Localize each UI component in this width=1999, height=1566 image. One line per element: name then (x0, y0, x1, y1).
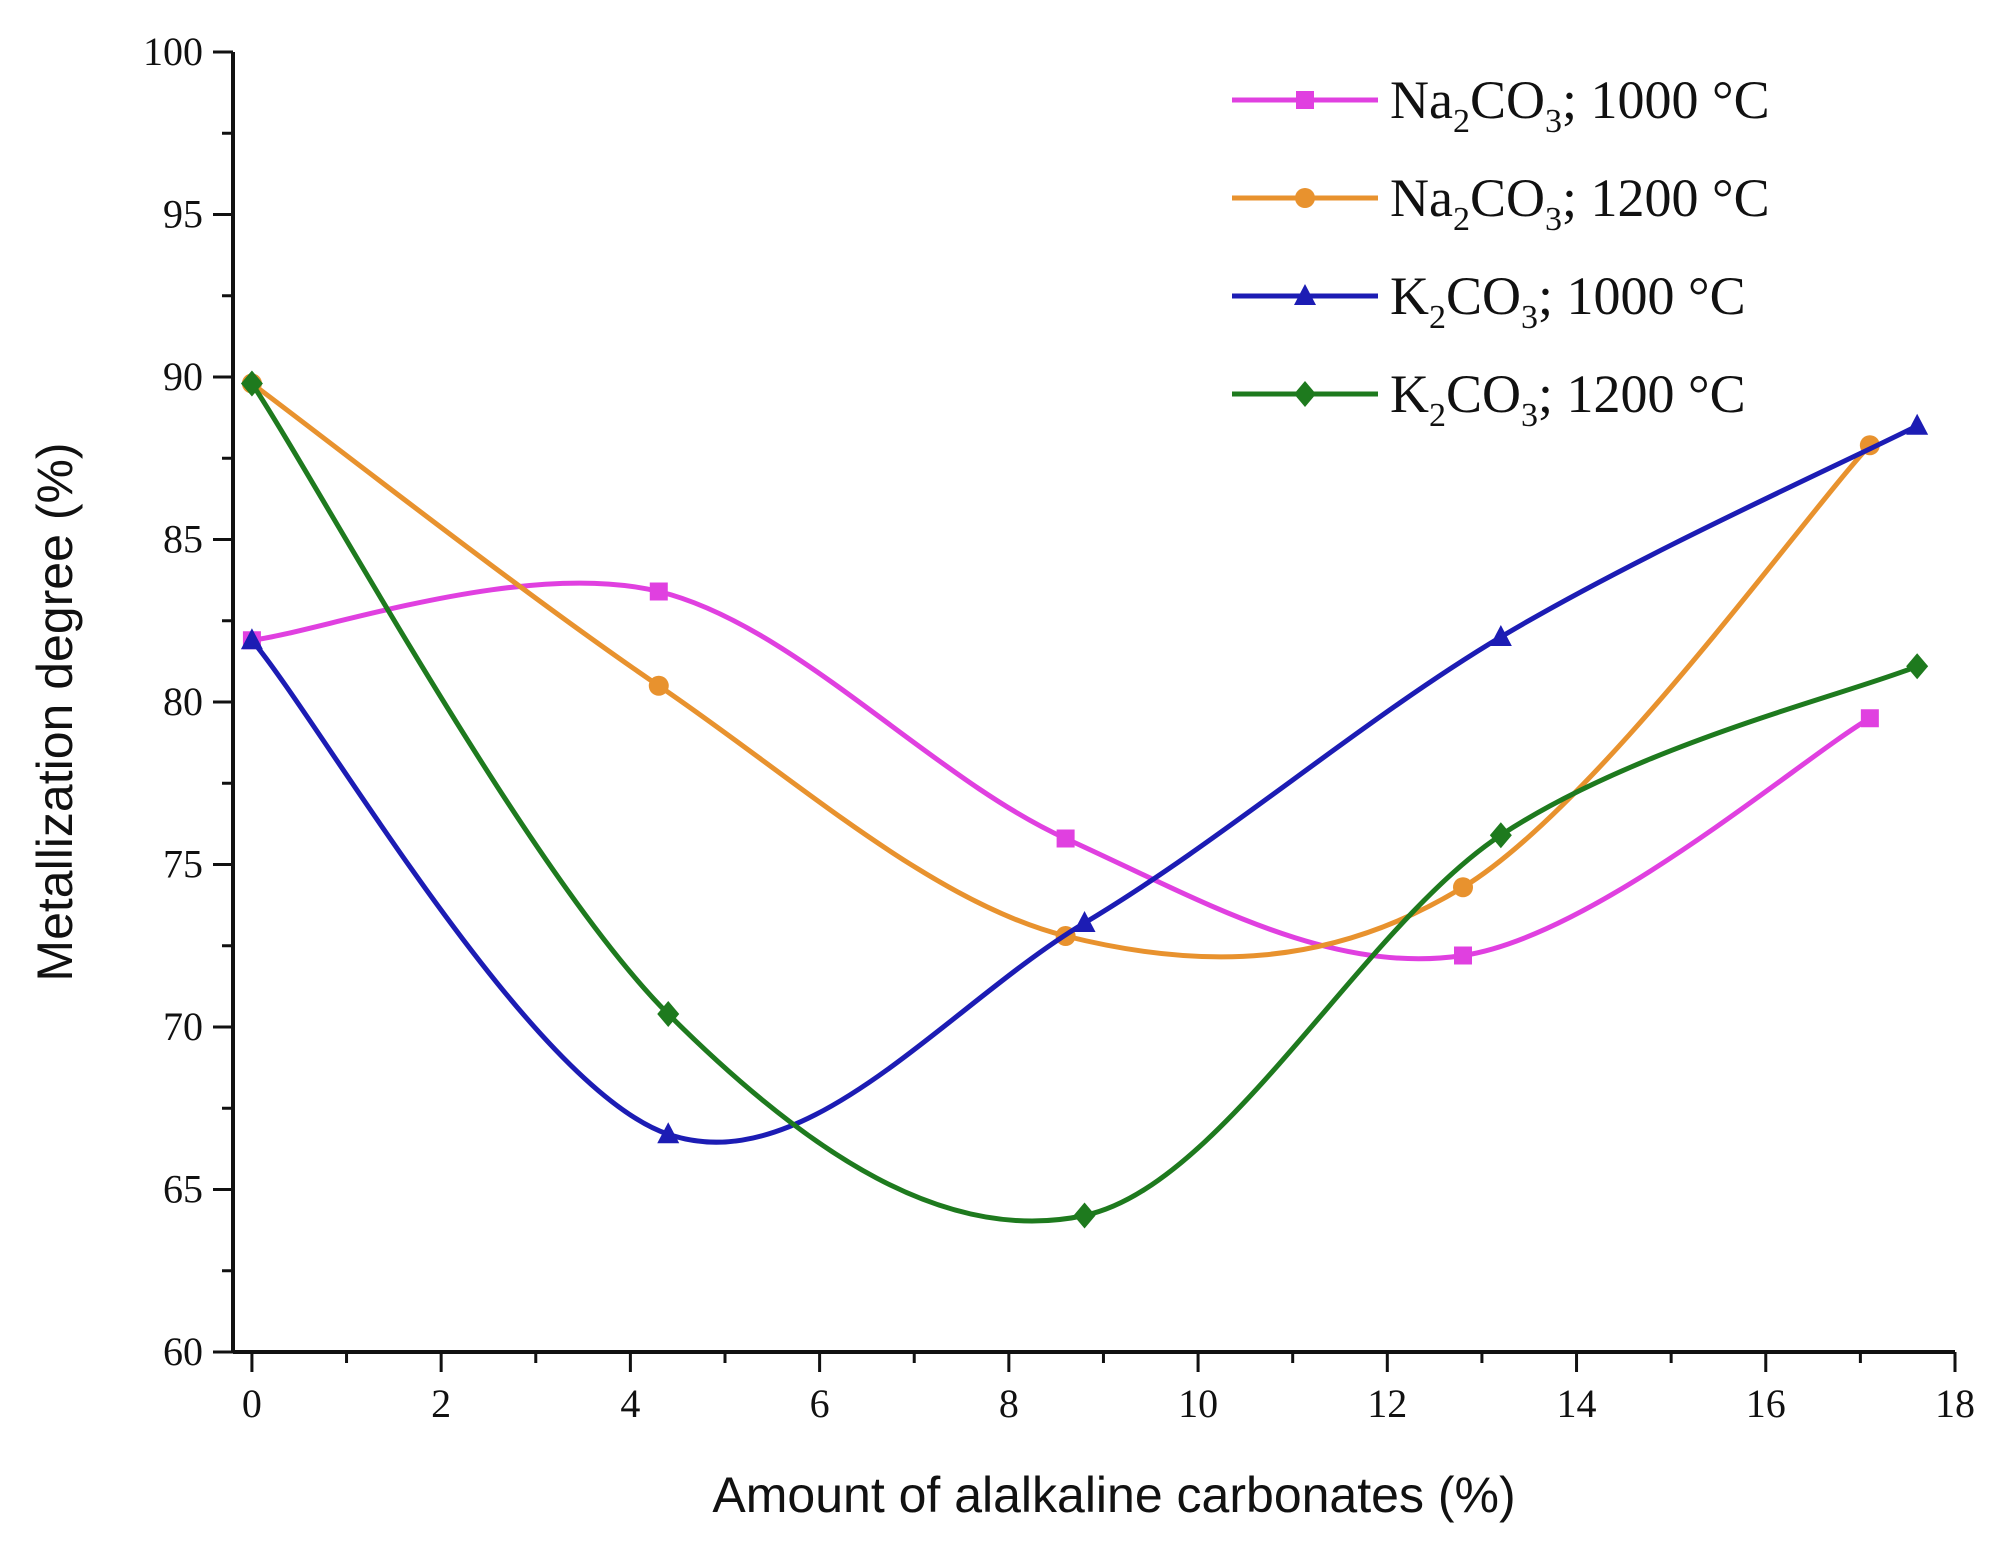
y-tick-label: 100 (143, 29, 203, 74)
legend-item: K2CO3; 1200 °C (1232, 364, 1746, 434)
data-point (240, 628, 263, 650)
x-tick-label: 8 (999, 1381, 1019, 1426)
data-point (1906, 653, 1929, 680)
series-line (250, 381, 1872, 960)
data-point (1073, 1202, 1096, 1229)
legend-item: Na2CO3; 1200 °C (1232, 168, 1770, 238)
legend-item: K2CO3; 1000 °C (1232, 266, 1746, 336)
data-point (657, 1122, 680, 1144)
data-point (240, 370, 263, 397)
legend-label: Na2CO3; 1000 °C (1390, 70, 1770, 140)
x-tick-label: 18 (1935, 1381, 1975, 1426)
series-line (249, 423, 1919, 1145)
legend-label: Na2CO3; 1200 °C (1390, 168, 1770, 238)
data-point (1860, 709, 1879, 728)
data-point (657, 1001, 680, 1027)
y-tick-label: 95 (163, 192, 203, 237)
x-tick-label: 0 (242, 1381, 262, 1426)
legend-marker (1295, 188, 1315, 208)
y-tick-label: 70 (163, 1004, 203, 1049)
series-4 (240, 370, 1929, 1229)
legend: Na2CO3; 1000 °C Na2CO3; 1200 °C K2CO3; 100… (1232, 70, 1770, 434)
legend-marker (1294, 381, 1316, 407)
y-tick-label: 90 (163, 354, 203, 399)
data-point (1489, 625, 1512, 646)
x-tick-label: 16 (1746, 1381, 1786, 1426)
x-axis-title: Amount of alalkaline carbonates (%) (712, 1467, 1515, 1523)
data-point (1489, 822, 1512, 849)
data-point (649, 582, 668, 601)
y-tick-label: 60 (163, 1329, 203, 1374)
series-layer (240, 370, 1929, 1229)
y-tick-label: 65 (163, 1167, 203, 1212)
data-point (1453, 877, 1473, 898)
data-point (1454, 946, 1472, 965)
data-point (1056, 829, 1075, 848)
x-tick-label: 12 (1367, 1381, 1407, 1426)
data-point (1906, 413, 1929, 435)
series-3 (240, 413, 1929, 1145)
y-tick-label: 85 (163, 517, 203, 562)
series-2 (241, 373, 1880, 960)
x-ticks: 0 2 4 6 8 10 12 14 16 18 (242, 1352, 1975, 1426)
series-1 (242, 580, 1879, 965)
x-tick-label: 14 (1557, 1381, 1597, 1426)
data-point (648, 675, 669, 696)
y-axis-title: Metallization degree (%) (27, 442, 83, 981)
plot-frame (231, 52, 1955, 1354)
x-tick-label: 4 (620, 1381, 640, 1426)
x-tick-label: 6 (810, 1381, 830, 1426)
legend-label: K2CO3; 1200 °C (1390, 364, 1746, 434)
x-tick-label: 2 (431, 1381, 451, 1426)
data-point (1073, 911, 1096, 932)
y-ticks: 60 65 70 75 80 85 90 95 100 (143, 29, 233, 1374)
legend-marker (1294, 284, 1316, 305)
y-tick-label: 80 (163, 679, 203, 724)
y-tick-label: 75 (163, 842, 203, 887)
legend-marker (1296, 91, 1314, 109)
legend-item: Na2CO3; 1000 °C (1232, 70, 1770, 140)
legend-label: K2CO3; 1000 °C (1390, 266, 1746, 336)
series-line (249, 382, 1919, 1224)
x-tick-label: 10 (1178, 1381, 1218, 1426)
